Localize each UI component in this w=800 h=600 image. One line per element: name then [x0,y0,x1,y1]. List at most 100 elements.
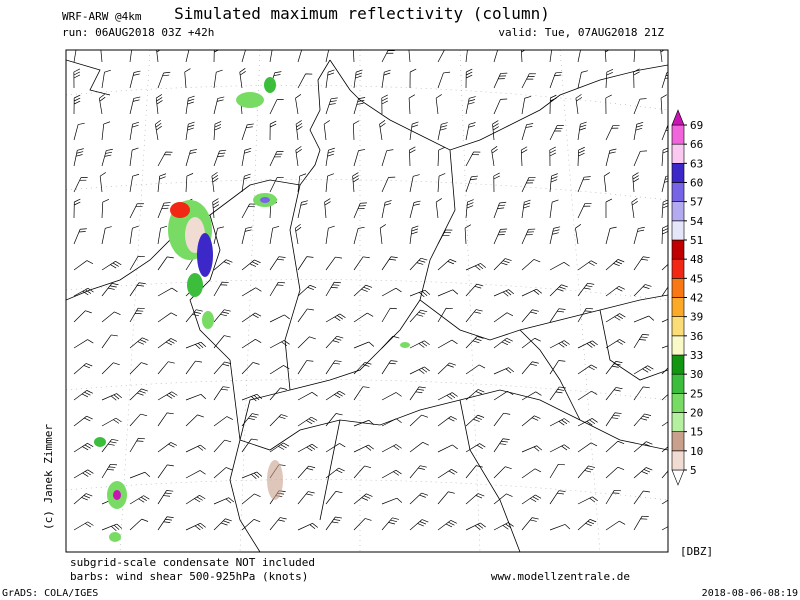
wind-barb [605,148,617,167]
wind-barb [73,228,87,245]
wind-barb [73,94,81,115]
wind-barb [633,284,652,297]
wind-barb [633,441,653,453]
wind-barb [437,307,453,323]
wind-barb [213,96,225,115]
wind-barb [465,336,484,349]
map-frame [65,49,669,553]
wind-barb [661,521,668,531]
wind-barb [661,174,668,193]
wind-barb [211,172,219,193]
wind-barb [437,362,456,375]
wind-barb [605,489,621,505]
wind-barb [157,516,174,531]
wind-barb [437,229,453,245]
wind-barb [465,493,485,505]
wind-barb [605,226,617,245]
wind-barb [353,493,373,505]
wind-barb [269,256,286,271]
wind-barb [660,94,668,115]
wind-barb [409,386,426,401]
wind-barb [185,173,194,193]
wind-barb [549,173,558,193]
wind-barb [409,121,419,141]
wind-barb [408,50,415,63]
wind-barb [213,416,234,427]
wind-barb [549,444,570,453]
wind-barb [241,438,258,453]
wind-barb [381,149,394,167]
wind-barb [381,94,388,115]
wind-barb [493,72,508,89]
wind-barb [213,467,233,479]
wind-barb [325,256,343,271]
wind-barb [269,281,285,297]
wind-barb [297,200,308,219]
colorbar-label: 33 [690,349,703,362]
wind-barb [493,412,511,427]
wind-barb [241,50,254,63]
wind-barb [661,282,668,297]
wind-barb [577,282,595,297]
colorbar-segment [671,239,685,260]
colorbar-segment [671,354,685,375]
wind-barb [521,73,536,89]
wind-barb [409,68,417,89]
wind-barb [269,225,280,245]
wind-barb [325,335,344,349]
wind-barb [353,341,375,349]
colorbar-segment [671,297,685,317]
wind-barb [633,226,645,245]
wind-barb [577,496,598,505]
wind-barb [297,392,318,401]
wind-barb [409,340,430,349]
wind-barb [101,463,118,479]
wind-barb [297,465,316,479]
wind-barb [101,523,123,531]
wind-barb [73,198,81,219]
wind-barb [521,468,542,479]
wind-barb [381,69,391,89]
wind-barb [185,309,203,323]
wind-barb [437,444,458,453]
colorbar-label: 10 [690,445,703,458]
colorbar-segment [671,163,685,183]
wind-barb [465,199,474,219]
colorbar-label: 30 [690,368,703,381]
wind-barb [353,256,370,271]
wind-barb [605,466,625,479]
wind-barb [437,520,457,531]
wind-barb [73,122,85,141]
colorbar-label: 45 [690,272,703,285]
reflectivity-cells [94,77,410,542]
wind-barb [633,98,647,115]
wind-barb [99,172,106,193]
wind-barb [437,468,458,479]
wind-barb [157,361,175,375]
wind-barb [633,490,650,505]
wind-barb [633,467,653,479]
wind-barb [437,173,446,193]
wind-barb [409,225,419,245]
wind-barb [295,94,302,115]
wind-barb [437,71,451,89]
wind-barb [157,338,177,349]
wind-barb [101,417,122,427]
wind-barb [605,387,623,401]
colorbar-segment [671,393,685,413]
wind-barb [239,68,246,89]
wind-barb [605,412,622,427]
wind-barb [297,443,318,453]
wind-barb [325,467,345,479]
wind-barb [493,391,514,401]
wind-barb [493,466,512,479]
wind-barb [605,259,625,271]
wind-barb [520,50,528,63]
wind-barb [633,365,654,375]
wind-barb [521,228,536,245]
wind-barb [269,517,287,531]
wind-barb [437,491,455,505]
wind-barb [101,226,112,245]
wind-barb [577,176,591,193]
